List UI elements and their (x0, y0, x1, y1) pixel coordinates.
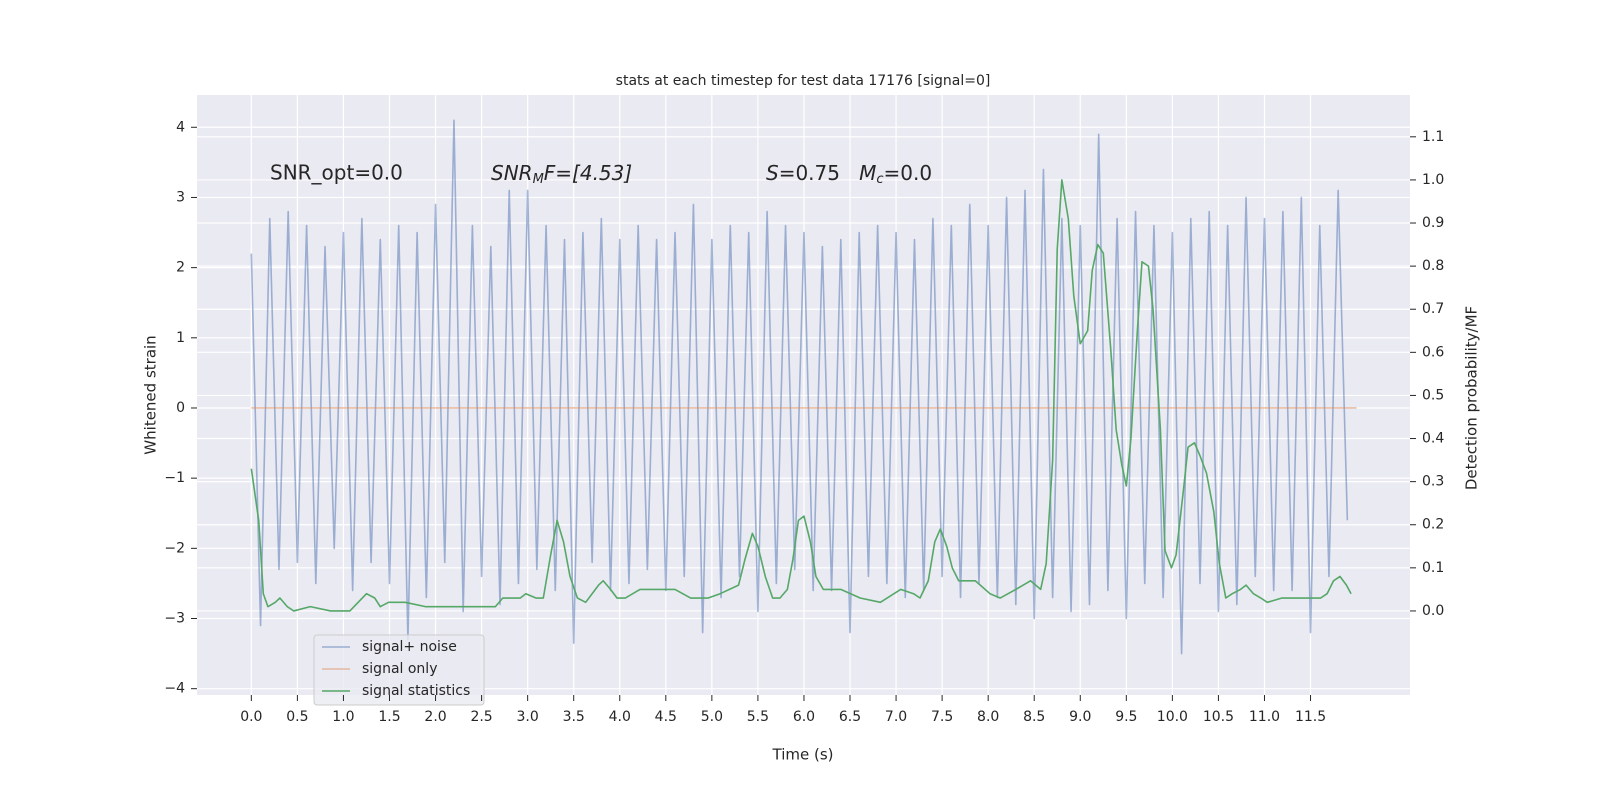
y-tick-label: 2 (176, 260, 185, 276)
y2-tick-label: 0.9 (1422, 215, 1444, 231)
x-tick-label: 3.5 (563, 709, 585, 725)
y2-tick-label: 1.0 (1422, 172, 1444, 188)
x-tick-label: 11.0 (1249, 709, 1280, 725)
y2-tick-label: 0.7 (1422, 301, 1444, 317)
x-tick-label: 5.0 (701, 709, 723, 725)
annotation-part: SNR (491, 161, 533, 185)
x-tick-label: 4.5 (655, 709, 677, 725)
annotation-part: F=[4.53] (544, 161, 632, 185)
marks (250, 119, 1357, 655)
x-tick-label: 3.0 (517, 709, 539, 725)
series-line (250, 179, 1352, 612)
y2-tick-label: 0.3 (1422, 474, 1444, 490)
y-tick-label: −1 (164, 470, 185, 486)
y2-tick-label: 0.4 (1422, 431, 1444, 447)
annotation-part: c (876, 172, 883, 187)
x-tick-label: 2.0 (424, 709, 446, 725)
x-tick-label: 10.5 (1203, 709, 1234, 725)
annotation-part: M (859, 161, 876, 185)
x-tick-label: 1.5 (378, 709, 400, 725)
x-tick-label: 8.0 (977, 709, 999, 725)
x-tick-label: 11.5 (1295, 709, 1326, 725)
y2-tick-label: 0.5 (1422, 387, 1444, 403)
chart-title: stats at each timestep for test data 171… (616, 73, 991, 89)
legend: signal+ noise signal only signal statistic… (313, 634, 485, 706)
y-tick-label: 1 (176, 330, 185, 346)
y2-tick-label: 0.0 (1422, 603, 1444, 619)
y-tick-label: −3 (164, 611, 185, 627)
annotation-part: =0.75 (779, 161, 859, 185)
legend-label: signal only (362, 661, 437, 677)
y2-axis-label: Detection probability/MF (1463, 306, 1481, 490)
annotation-part: S (766, 161, 779, 185)
x-tick-label: 6.5 (839, 709, 861, 725)
x-tick-label: 0.5 (286, 709, 308, 725)
y2-tick-label: 0.2 (1422, 517, 1444, 533)
annotation: SNR_opt=0.0 (270, 161, 403, 185)
y2-tick-label: 0.6 (1422, 344, 1444, 360)
x-tick-label: 7.0 (885, 709, 907, 725)
y2-tick-label: 0.8 (1422, 258, 1444, 274)
annotation: SNRMF=[4.53] (491, 161, 632, 187)
y2-tick-label: 1.1 (1422, 129, 1444, 145)
annotation-part: =0.0 (884, 161, 933, 185)
x-tick-label: 8.5 (1023, 709, 1045, 725)
x-tick-label: 6.0 (793, 709, 815, 725)
y-tick-label: 0 (176, 400, 185, 416)
x-tick-label: 7.5 (931, 709, 953, 725)
annotation-part: M (533, 172, 544, 187)
y-tick-label: −4 (164, 681, 185, 697)
annotation: S=0.75 Mc=0.0 (766, 161, 932, 187)
legend-box (313, 634, 485, 706)
y2-tick-label: 0.1 (1422, 560, 1444, 576)
x-tick-label: 4.0 (609, 709, 631, 725)
y-tick-label: 4 (176, 119, 185, 135)
x-tick-label: 2.5 (470, 709, 492, 725)
y-tick-label: −2 (164, 540, 185, 556)
legend-label: signal+ noise (362, 639, 457, 655)
x-tick-label: 0.0 (240, 709, 262, 725)
x-tick-label: 9.0 (1069, 709, 1091, 725)
x-axis-label: Time (s) (772, 746, 834, 764)
x-tick-label: 9.5 (1115, 709, 1137, 725)
y-axis-label: Whitened strain (142, 335, 160, 454)
y-tick-label: 3 (176, 189, 185, 205)
x-tick-label: 5.5 (747, 709, 769, 725)
x-tick-label: 1.0 (332, 709, 354, 725)
x-tick-label: 10.0 (1157, 709, 1188, 725)
legend-label: signal statistics (362, 683, 470, 699)
